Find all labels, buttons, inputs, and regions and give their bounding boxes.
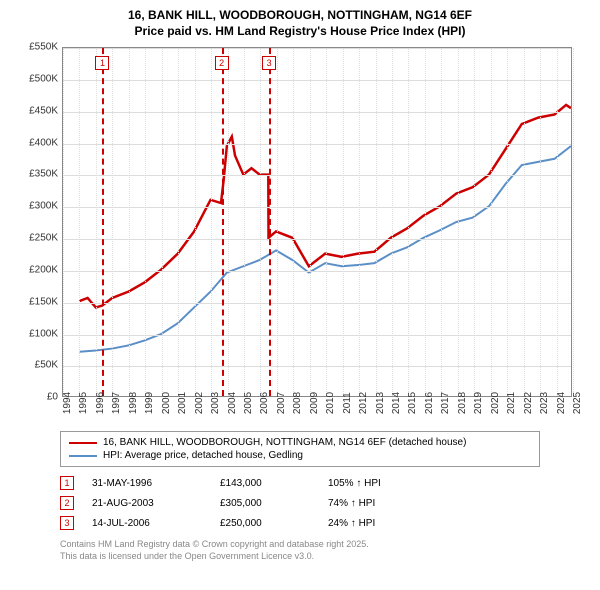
transaction-price: £143,000 <box>220 478 310 489</box>
gridline-v <box>63 48 64 396</box>
gridline-v <box>573 48 574 396</box>
y-tick-label: £550K <box>20 42 58 53</box>
footer-line-1: Contains HM Land Registry data © Crown c… <box>60 539 540 551</box>
marker-box: 2 <box>215 56 229 70</box>
gridline-v <box>293 48 294 396</box>
gridline-v <box>507 48 508 396</box>
footer-line-2: This data is licensed under the Open Gov… <box>60 551 540 563</box>
gridline-v <box>195 48 196 396</box>
chart-container: 16, BANK HILL, WOODBOROUGH, NOTTINGHAM, … <box>0 0 600 590</box>
marker-box: 3 <box>262 56 276 70</box>
legend-label: HPI: Average price, detached house, Gedl… <box>103 450 303 461</box>
transaction-row: 2 21-AUG-2003 £305,000 74% ↑ HPI <box>60 493 540 513</box>
transaction-table: 1 31-MAY-1996 £143,000 105% ↑ HPI 2 21-AUG-20… <box>60 473 540 533</box>
gridline-h <box>63 335 571 336</box>
title-line-1: 16, BANK HILL, WOODBOROUGH, NOTTINGHAM, … <box>10 8 590 24</box>
legend-row: 16, BANK HILL, WOODBOROUGH, NOTTINGHAM, … <box>69 436 531 449</box>
legend-swatch <box>69 455 97 457</box>
legend-label: 16, BANK HILL, WOODBOROUGH, NOTTINGHAM, … <box>103 437 466 448</box>
gridline-v <box>524 48 525 396</box>
y-tick-label: £250K <box>20 233 58 244</box>
transaction-pct: 74% ↑ HPI <box>328 498 375 509</box>
transaction-row: 3 14-JUL-2006 £250,000 24% ↑ HPI <box>60 513 540 533</box>
gridline-v <box>474 48 475 396</box>
y-tick-label: £200K <box>20 264 58 275</box>
y-tick-label: £350K <box>20 169 58 180</box>
title-line-2: Price paid vs. HM Land Registry's House … <box>10 24 590 40</box>
transaction-row: 1 31-MAY-1996 £143,000 105% ↑ HPI <box>60 473 540 493</box>
gridline-v <box>458 48 459 396</box>
x-tick-label: 2025 <box>572 392 600 414</box>
chart-area: £0 £50K £100K £150K £200K £250K £300K £350K £400… <box>20 47 580 427</box>
gridline-h <box>63 271 571 272</box>
gridline-h <box>63 303 571 304</box>
marker-line <box>222 48 224 396</box>
transaction-marker-box: 3 <box>60 516 74 530</box>
gridline-v <box>376 48 377 396</box>
transaction-price: £250,000 <box>220 518 310 529</box>
transaction-pct: 105% ↑ HPI <box>328 478 381 489</box>
series-line <box>79 146 571 352</box>
transaction-pct: 24% ↑ HPI <box>328 518 375 529</box>
transaction-date: 21-AUG-2003 <box>92 498 202 509</box>
gridline-h <box>63 239 571 240</box>
gridline-v <box>310 48 311 396</box>
transaction-marker-box: 2 <box>60 496 74 510</box>
gridline-v <box>129 48 130 396</box>
gridline-v <box>359 48 360 396</box>
marker-box: 1 <box>95 56 109 70</box>
gridline-v <box>343 48 344 396</box>
gridline-v <box>79 48 80 396</box>
gridline-h <box>63 48 571 49</box>
gridline-v <box>491 48 492 396</box>
gridline-v <box>112 48 113 396</box>
gridline-v <box>96 48 97 396</box>
line-series-svg <box>63 48 571 396</box>
gridline-h <box>63 366 571 367</box>
y-tick-label: £300K <box>20 201 58 212</box>
gridline-v <box>392 48 393 396</box>
gridline-h <box>63 144 571 145</box>
gridline-v <box>145 48 146 396</box>
plot-region: 1 2 3 <box>62 47 572 397</box>
gridline-h <box>63 112 571 113</box>
y-tick-label: £50K <box>20 360 58 371</box>
transaction-price: £305,000 <box>220 498 310 509</box>
y-tick-label: £400K <box>20 137 58 148</box>
gridline-v <box>228 48 229 396</box>
gridline-v <box>178 48 179 396</box>
gridline-v <box>441 48 442 396</box>
gridline-h <box>63 175 571 176</box>
legend-row: HPI: Average price, detached house, Gedl… <box>69 449 531 462</box>
y-tick-label: £0 <box>20 392 58 403</box>
transaction-date: 31-MAY-1996 <box>92 478 202 489</box>
chart-title: 16, BANK HILL, WOODBOROUGH, NOTTINGHAM, … <box>10 8 590 39</box>
gridline-v <box>162 48 163 396</box>
footer-attribution: Contains HM Land Registry data © Crown c… <box>60 539 540 562</box>
gridline-v <box>260 48 261 396</box>
legend-swatch <box>69 442 97 444</box>
y-tick-label: £450K <box>20 105 58 116</box>
y-tick-label: £500K <box>20 74 58 85</box>
gridline-v <box>244 48 245 396</box>
gridline-v <box>277 48 278 396</box>
transaction-marker-box: 1 <box>60 476 74 490</box>
transaction-date: 14-JUL-2006 <box>92 518 202 529</box>
gridline-v <box>326 48 327 396</box>
legend: 16, BANK HILL, WOODBOROUGH, NOTTINGHAM, … <box>60 431 540 467</box>
gridline-h <box>63 207 571 208</box>
y-tick-label: £150K <box>20 296 58 307</box>
gridline-v <box>540 48 541 396</box>
y-tick-label: £100K <box>20 328 58 339</box>
gridline-v <box>425 48 426 396</box>
marker-line <box>102 48 104 396</box>
gridline-v <box>557 48 558 396</box>
marker-line <box>269 48 271 396</box>
gridline-v <box>211 48 212 396</box>
gridline-v <box>408 48 409 396</box>
gridline-h <box>63 80 571 81</box>
